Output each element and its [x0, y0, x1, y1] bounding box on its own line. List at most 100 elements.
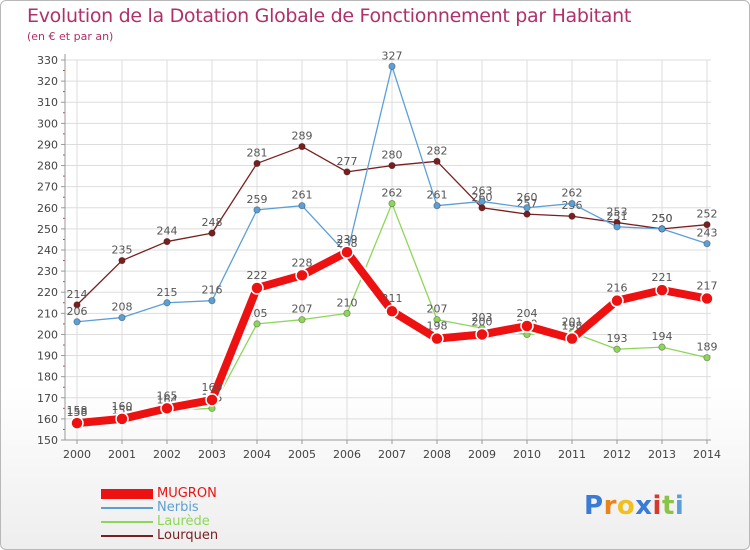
- legend-swatch-lourquen: [101, 535, 153, 537]
- data-point-lourquen: [433, 157, 441, 165]
- data-point-lourquen: [343, 168, 351, 176]
- data-label-lourquen: 248: [202, 216, 223, 229]
- y-tick-label: 180: [37, 371, 58, 384]
- data-point-nerbis: [298, 202, 306, 210]
- logo-letter: o: [616, 491, 636, 521]
- data-point-nerbis: [208, 297, 216, 305]
- data-label-mugron: 158: [67, 404, 88, 417]
- legend-swatch-laurede: [101, 521, 153, 523]
- data-point-laurede: [433, 316, 441, 324]
- data-label-nerbis: 215: [157, 286, 178, 299]
- y-tick-label: 300: [37, 117, 58, 130]
- data-label-laurede: 189: [697, 341, 718, 354]
- y-tick-label: 320: [37, 75, 58, 88]
- data-label-laurede: 262: [382, 187, 403, 200]
- y-tick-label: 290: [37, 138, 58, 151]
- data-point-lourquen: [388, 161, 396, 170]
- data-point-lourquen: [253, 159, 261, 168]
- data-point-nerbis: [568, 199, 576, 208]
- data-label-mugron: 165: [157, 389, 178, 402]
- y-tick-label: 250: [37, 223, 58, 236]
- data-label-nerbis: 260: [517, 191, 538, 204]
- data-point-lourquen: [478, 204, 486, 212]
- data-point-laurede: [388, 199, 396, 208]
- y-tick-label: 200: [37, 328, 58, 341]
- data-label-nerbis: 261: [427, 189, 448, 202]
- data-point-lourquen: [118, 256, 126, 265]
- legend-label-mugron: MUGRON: [157, 486, 217, 501]
- data-label-nerbis: 206: [67, 305, 88, 318]
- data-label-mugron: 221: [652, 271, 673, 284]
- data-point-nerbis: [658, 225, 666, 233]
- data-point-mugron: [385, 304, 399, 318]
- data-point-laurede: [613, 345, 621, 353]
- x-tick-label: 2007: [378, 448, 406, 461]
- x-tick-label: 2013: [648, 448, 676, 461]
- data-point-mugron: [70, 416, 84, 430]
- legend-label-laurede: Laurède: [157, 514, 210, 529]
- y-tick-label: 170: [37, 392, 58, 405]
- y-tick-label: 150: [37, 434, 58, 447]
- y-tick-label: 260: [37, 202, 58, 215]
- legend-swatch-nerbis: [101, 507, 153, 509]
- x-tick-label: 2006: [333, 448, 361, 461]
- data-label-mugron: 160: [112, 400, 133, 413]
- legend-swatch-mugron: [101, 489, 153, 499]
- y-tick-label: 270: [37, 181, 58, 194]
- data-label-mugron: 239: [337, 233, 358, 246]
- data-point-nerbis: [478, 197, 486, 206]
- data-point-laurede: [658, 343, 666, 351]
- logo-letter: i: [674, 491, 685, 521]
- chart-title: Evolution de la Dotation Globale de Fonc…: [27, 5, 632, 27]
- x-tick-label: 2014: [693, 448, 721, 461]
- data-label-lourquen: 280: [382, 149, 403, 162]
- y-tick-label: 230: [37, 265, 58, 278]
- y-tick-label: 190: [37, 350, 58, 363]
- data-point-mugron: [340, 245, 354, 259]
- data-point-mugron: [430, 331, 444, 346]
- data-label-mugron: 204: [517, 307, 538, 320]
- data-label-laurede: 201: [562, 315, 583, 328]
- data-point-nerbis: [388, 62, 396, 70]
- data-point-lourquen: [523, 210, 531, 218]
- data-point-nerbis: [523, 204, 531, 212]
- data-point-nerbis: [433, 202, 441, 210]
- data-point-mugron: [115, 412, 129, 426]
- data-label-mugron: 228: [292, 256, 313, 269]
- logo-letter: i: [652, 491, 662, 521]
- data-point-laurede: [703, 354, 711, 362]
- x-tick-label: 2010: [513, 448, 541, 461]
- data-point-nerbis: [118, 313, 126, 322]
- data-point-lourquen: [568, 212, 576, 220]
- logo-letter: x: [635, 491, 653, 521]
- y-tick-label: 220: [37, 286, 58, 299]
- logo-letter: t: [661, 491, 675, 521]
- data-label-nerbis: 262: [562, 187, 583, 200]
- y-tick-label: 280: [37, 160, 58, 173]
- data-point-laurede: [253, 320, 261, 328]
- data-label-lourquen: 253: [607, 206, 628, 219]
- x-tick-label: 2003: [198, 448, 226, 461]
- data-point-mugron: [700, 291, 714, 306]
- data-point-nerbis: [253, 206, 261, 214]
- data-label-lourquen: 277: [337, 155, 358, 168]
- data-label-nerbis: 327: [382, 49, 403, 62]
- x-tick-label: 2008: [423, 448, 451, 461]
- x-tick-label: 2005: [288, 448, 316, 461]
- data-point-mugron: [205, 393, 219, 407]
- x-tick-label: 2001: [108, 448, 136, 461]
- data-label-laurede: 193: [607, 332, 628, 345]
- x-tick-label: 2011: [558, 448, 586, 461]
- data-label-mugron: 198: [562, 320, 583, 333]
- data-label-mugron: 169: [202, 381, 223, 394]
- data-label-lourquen: 235: [112, 244, 133, 257]
- data-label-nerbis: 216: [202, 284, 223, 297]
- data-label-mugron: 216: [607, 282, 628, 295]
- data-label-nerbis: 208: [112, 301, 133, 314]
- data-point-lourquen: [73, 301, 81, 309]
- data-point-lourquen: [298, 142, 306, 151]
- data-point-nerbis: [613, 223, 621, 231]
- y-tick-label: 210: [37, 307, 58, 320]
- y-tick-label: 240: [37, 244, 58, 257]
